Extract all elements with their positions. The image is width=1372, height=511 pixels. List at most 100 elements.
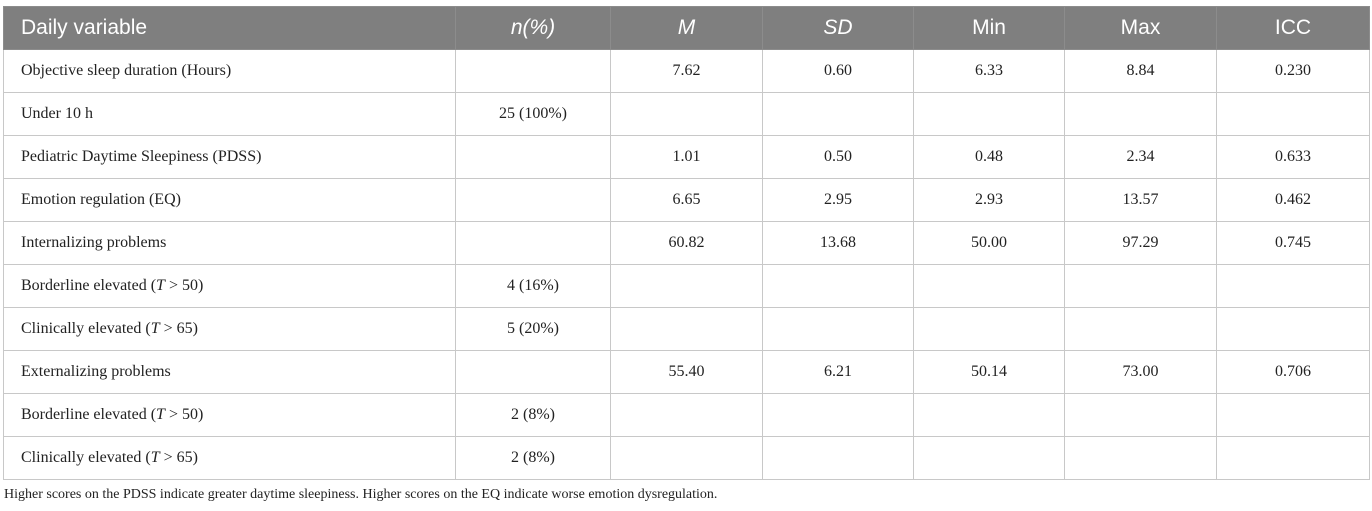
table-row: Emotion regulation (EQ) 6.65 2.95 2.93 1… [3,178,1370,222]
cell-min [913,436,1065,480]
cell-m [610,393,763,437]
row-label: Emotion regulation (EQ) [3,178,456,222]
row-label: Borderline elevated (T > 50) [3,393,456,437]
cell-sd: 2.95 [762,178,914,222]
cell-n [455,350,611,394]
cell-m [610,264,763,308]
table-row: Borderline elevated (T > 50) 2 (8%) [3,393,1370,437]
cell-min [913,264,1065,308]
row-label-suffix: > 50) [164,277,204,294]
cell-n: 5 (20%) [455,307,611,351]
row-label-suffix: > 50) [164,406,204,423]
table-row: Objective sleep duration (Hours) 7.62 0.… [3,49,1370,93]
cell-max [1064,92,1217,136]
descriptive-statistics-table: Daily variable n(%) M SD Min Max ICC Obj… [3,6,1370,480]
cell-icc: 0.462 [1216,178,1370,222]
table-row: Clinically elevated (T > 65) 5 (20%) [3,307,1370,351]
cell-icc [1216,307,1370,351]
cell-sd: 6.21 [762,350,914,394]
row-label-suffix: > 65) [159,449,198,466]
cell-sd [762,264,914,308]
row-label-variable: T [156,406,165,423]
row-label-variable: T [150,320,160,337]
cell-max: 8.84 [1064,49,1217,93]
row-label-variable: T [156,277,165,294]
cell-min: 50.00 [913,221,1065,265]
row-label-prefix: Borderline elevated ( [21,277,157,294]
cell-sd [762,92,914,136]
cell-sd [762,393,914,437]
cell-n [455,221,611,265]
header-daily-variable: Daily variable [3,6,456,50]
cell-icc [1216,436,1370,480]
cell-min [913,307,1065,351]
row-label-prefix: Clinically elevated ( [21,449,151,466]
row-label: Borderline elevated (T > 50) [3,264,456,308]
header-sd: SD [762,6,914,50]
cell-min: 0.48 [913,135,1065,179]
header-mean: M [610,6,763,50]
row-label-prefix: Borderline elevated ( [21,406,157,423]
cell-m [610,307,763,351]
cell-max [1064,264,1217,308]
cell-max [1064,436,1217,480]
cell-sd: 0.60 [762,49,914,93]
cell-sd: 0.50 [762,135,914,179]
cell-icc [1216,264,1370,308]
cell-max: 97.29 [1064,221,1217,265]
cell-min: 6.33 [913,49,1065,93]
cell-min: 2.93 [913,178,1065,222]
table-row: Pediatric Daytime Sleepiness (PDSS) 1.01… [3,135,1370,179]
row-label-suffix: > 65) [159,320,198,337]
cell-sd: 13.68 [762,221,914,265]
header-icc: ICC [1216,6,1370,50]
cell-n [455,135,611,179]
cell-max: 73.00 [1064,350,1217,394]
cell-n: 25 (100%) [455,92,611,136]
row-label: Internalizing problems [3,221,456,265]
cell-max [1064,393,1217,437]
cell-min [913,393,1065,437]
descriptive-statistics-table-container: Daily variable n(%) M SD Min Max ICC Obj… [3,6,1370,480]
cell-m [610,92,763,136]
table-row: Borderline elevated (T > 50) 4 (16%) [3,264,1370,308]
cell-sd [762,436,914,480]
cell-sd [762,307,914,351]
row-label-prefix: Clinically elevated ( [21,320,151,337]
table-row: Internalizing problems 60.82 13.68 50.00… [3,221,1370,265]
cell-n [455,49,611,93]
row-label: Clinically elevated (T > 65) [3,307,456,351]
cell-n: 2 (8%) [455,393,611,437]
row-label: Externalizing problems [3,350,456,394]
cell-min: 50.14 [913,350,1065,394]
table-row: Under 10 h 25 (100%) [3,92,1370,136]
header-n-percent: n(%) [455,6,611,50]
table-header-row: Daily variable n(%) M SD Min Max ICC [3,6,1370,50]
row-label: Clinically elevated (T > 65) [3,436,456,480]
cell-m: 6.65 [610,178,763,222]
row-label: Pediatric Daytime Sleepiness (PDSS) [3,135,456,179]
cell-m: 1.01 [610,135,763,179]
cell-icc: 0.633 [1216,135,1370,179]
cell-m: 60.82 [610,221,763,265]
cell-icc [1216,92,1370,136]
cell-m: 7.62 [610,49,763,93]
cell-m: 55.40 [610,350,763,394]
cell-n [455,178,611,222]
cell-icc [1216,393,1370,437]
cell-m [610,436,763,480]
header-min: Min [913,6,1065,50]
row-label-variable: T [150,449,160,466]
cell-icc: 0.706 [1216,350,1370,394]
cell-icc: 0.745 [1216,221,1370,265]
row-label: Objective sleep duration (Hours) [3,49,456,93]
table-row: Clinically elevated (T > 65) 2 (8%) [3,436,1370,480]
cell-max: 13.57 [1064,178,1217,222]
cell-icc: 0.230 [1216,49,1370,93]
table-row: Externalizing problems 55.40 6.21 50.14 … [3,350,1370,394]
cell-max [1064,307,1217,351]
header-max: Max [1064,6,1217,50]
table-footnote: Higher scores on the PDSS indicate great… [4,487,718,502]
cell-max: 2.34 [1064,135,1217,179]
row-label: Under 10 h [3,92,456,136]
